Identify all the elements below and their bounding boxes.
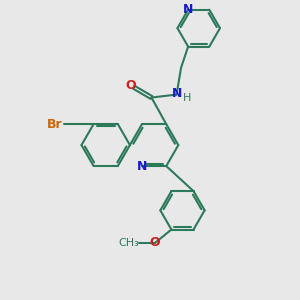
- Text: N: N: [183, 3, 193, 16]
- Text: N: N: [137, 160, 147, 172]
- Text: CH₃: CH₃: [118, 238, 139, 248]
- Text: O: O: [125, 79, 136, 92]
- Text: H: H: [183, 92, 191, 103]
- Text: N: N: [171, 87, 182, 100]
- Text: Br: Br: [47, 118, 63, 130]
- Text: O: O: [150, 236, 160, 249]
